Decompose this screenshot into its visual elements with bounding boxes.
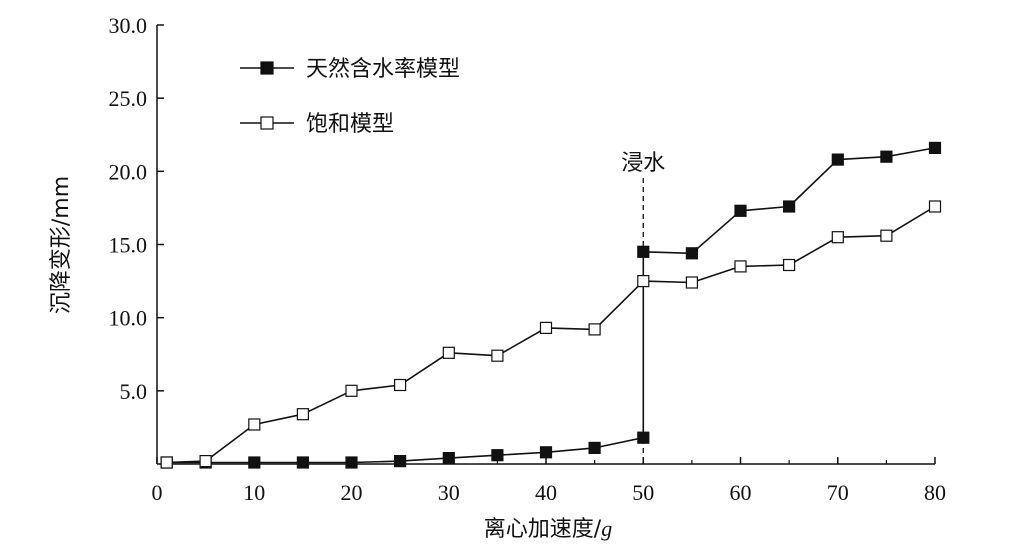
x-axis-title-text: 离心加速度/: [484, 517, 602, 542]
x-tick-label: 40: [535, 480, 557, 505]
x-tick-label: 10: [243, 480, 265, 505]
data-point-open-square: [248, 418, 261, 431]
data-point-open-square: [345, 384, 358, 397]
data-point-open-square: [491, 349, 504, 362]
data-point-filled-square: [442, 452, 455, 465]
data-point-filled-square: [588, 441, 601, 454]
x-tick-label: 80: [924, 480, 946, 505]
data-point-open-square: [442, 346, 455, 359]
legend-label-saturated: 饱和模型: [306, 112, 394, 137]
data-point-filled-square: [345, 456, 358, 469]
data-point-open-square: [928, 200, 942, 213]
x-tick-label: 0: [152, 480, 163, 505]
x-ticks: 0 10 20 30 40 50 60 70 80: [152, 457, 946, 505]
data-point-filled-square: [248, 456, 261, 469]
data-point-filled-square: [880, 150, 893, 163]
y-tick-label: 15.0: [109, 233, 148, 258]
legend-item-natural: 天然含水率模型: [240, 57, 460, 82]
data-point-filled-square: [831, 153, 844, 166]
data-point-filled-square: [491, 449, 504, 462]
x-tick-label: 30: [438, 480, 460, 505]
legend-item-saturated: 饱和模型: [240, 112, 394, 137]
data-point-open-square: [296, 408, 309, 421]
data-point-open-square: [685, 276, 699, 289]
data-point-filled-square: [637, 431, 650, 444]
data-point-open-square: [394, 378, 407, 392]
data-point-open-square: [539, 321, 553, 334]
y-tick-label: 10.0: [109, 306, 148, 331]
data-point-filled-square: [394, 455, 407, 468]
y-tick-label: 5.0: [120, 379, 148, 404]
data-point-open-square: [588, 323, 601, 336]
annotation-label: 浸水: [621, 151, 665, 176]
data-point-filled-square: [734, 204, 747, 217]
data-point-filled-square: [296, 456, 309, 469]
data-point-filled-square: [539, 446, 553, 459]
data-point-open-square: [734, 260, 747, 273]
series-line-0: [166, 147, 936, 464]
y-ticks: 5.0 10.0 15.0 20.0 25.0 30.0: [109, 13, 164, 404]
x-axis-title-unit: g: [601, 516, 612, 541]
y-tick-label: 20.0: [109, 159, 148, 184]
data-point-filled-square: [928, 141, 942, 154]
x-tick-label: 50: [632, 480, 654, 505]
y-tick-label: 30.0: [109, 13, 148, 38]
data-point-open-square: [880, 229, 893, 242]
plot-area: 0 10 20 30 40 50 60 70 80 5.0 10.0 15.0 20.0 25.0 30.…: [109, 13, 947, 505]
x-tick-label: 70: [827, 480, 849, 505]
legend-label-natural: 天然含水率模型: [306, 57, 460, 82]
data-point-open-square: [199, 455, 212, 468]
series-layer: [160, 141, 942, 469]
data-point-open-square: [637, 275, 650, 288]
y-axis-title: 沉降变形/mm: [49, 176, 74, 314]
x-tick-label: 60: [730, 480, 752, 505]
y-tick-label: 25.0: [109, 86, 148, 111]
data-point-filled-square: [782, 200, 796, 213]
x-tick-label: 20: [341, 480, 363, 505]
x-axis-title: 离心加速度/g: [484, 516, 612, 542]
legend-marker-open-square: [260, 116, 274, 130]
data-point-filled-square: [637, 245, 650, 258]
legend: 天然含水率模型 饱和模型: [240, 57, 460, 137]
data-point-open-square: [782, 258, 796, 272]
series-line-1: [166, 205, 936, 464]
data-point-open-square: [160, 456, 173, 469]
data-point-filled-square: [685, 247, 699, 260]
legend-marker-filled-square: [260, 61, 274, 75]
data-point-open-square: [831, 231, 844, 244]
